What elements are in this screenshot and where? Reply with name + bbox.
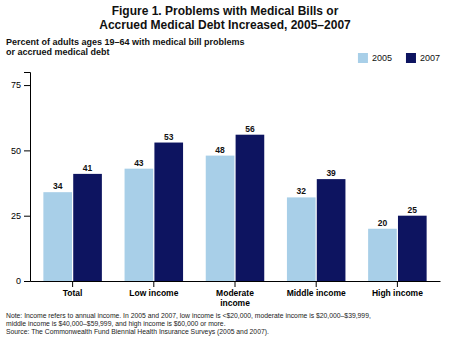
x-tick: High income <box>372 281 423 298</box>
x-tick: Total <box>63 281 83 298</box>
x-tick-mark <box>316 281 317 287</box>
legend-swatch <box>406 53 416 63</box>
data-label: 20 <box>378 218 388 228</box>
legend-label: 2007 <box>420 53 440 63</box>
text-line: Accrued Medical Debt Increased, 2005–200… <box>99 18 351 32</box>
text-line: Figure 1. Problems with Medical Bills or <box>112 4 339 18</box>
y-axis-label: Percent of adults ages 19–64 with medica… <box>6 37 245 57</box>
y-tick-label: 75 <box>11 80 21 90</box>
legend: 2005 2007 <box>358 53 440 63</box>
y-tick-mark <box>24 216 30 217</box>
annotation: Source: The Commonwealth Fund Biennial H… <box>6 328 269 336</box>
x-tick-label: Low income <box>129 288 178 298</box>
data-label: 53 <box>164 132 174 142</box>
bar <box>236 135 265 281</box>
y-axis-line <box>24 73 31 282</box>
series <box>43 156 396 281</box>
chart: Figure 1. Problems with Medical Bills or… <box>0 0 450 338</box>
y-tick-mark <box>24 150 30 151</box>
text-line: or accrued medical debt <box>6 47 110 57</box>
data-label: 56 <box>245 124 255 134</box>
data-label: 25 <box>408 205 418 215</box>
x-axis: Total Low income Moderateincome Middle inco… <box>31 281 441 308</box>
notes: Note: Income refers to annual income. In… <box>6 312 371 336</box>
x-tick-label: Middle income <box>287 288 346 298</box>
annotation: middle income is $40,000–$59,999, and hi… <box>6 320 226 328</box>
y-tick-label: 50 <box>11 146 21 156</box>
data-labels: 34 43 48 32 20 41 53 56 39 25 <box>53 124 417 228</box>
y-tick-label: 25 <box>11 211 21 221</box>
x-tick-mark <box>153 281 154 287</box>
text-line: High income <box>372 288 423 298</box>
x-tick-label: Total <box>63 288 83 298</box>
x-tick-label: Moderateincome <box>216 288 254 308</box>
data-label: 41 <box>83 163 93 173</box>
legend-label: 2005 <box>372 53 392 63</box>
y-tick: 75 <box>11 80 30 90</box>
data-label: 48 <box>215 145 225 155</box>
x-tick-mark <box>235 281 236 287</box>
bar <box>73 174 102 281</box>
text-line: Percent of adults ages 19–64 with medica… <box>6 37 245 47</box>
text-line: Middle income <box>287 288 346 298</box>
bar <box>154 143 183 281</box>
y-tick-label: 0 <box>16 276 21 286</box>
title: Figure 1. Problems with Medical Bills or… <box>99 4 351 32</box>
bar <box>287 197 316 281</box>
data-label: 39 <box>326 168 336 178</box>
bars <box>43 135 426 281</box>
data-label: 32 <box>297 186 307 196</box>
y-tick-mark <box>24 85 30 86</box>
y-tick-mark <box>24 281 30 282</box>
bar <box>317 179 346 281</box>
y-axis: 0 25 50 75 <box>11 73 31 287</box>
x-tick: Middle income <box>287 281 346 298</box>
x-tick: Low income <box>129 281 178 298</box>
text-line: Moderate <box>216 288 254 298</box>
y-tick: 25 <box>11 211 30 221</box>
annotation: Note: Income refers to annual income. In… <box>6 312 371 319</box>
data-label: 43 <box>134 158 144 168</box>
y-tick: 50 <box>11 146 30 156</box>
legend-item: 2007 <box>406 53 440 63</box>
bar <box>368 229 397 281</box>
bar <box>43 192 72 281</box>
text-line: Total <box>63 288 83 298</box>
y-tick: 0 <box>16 276 30 286</box>
bar <box>206 156 235 281</box>
x-tick: Moderateincome <box>216 281 254 308</box>
x-tick-label: High income <box>372 288 423 298</box>
x-tick-mark <box>72 281 73 287</box>
data-label: 34 <box>53 181 63 191</box>
text-line: Low income <box>129 288 178 298</box>
x-tick-mark <box>397 281 398 287</box>
text-line: income <box>220 298 250 308</box>
bar <box>398 216 427 281</box>
series <box>73 135 426 281</box>
bar <box>125 169 154 281</box>
legend-swatch <box>358 53 368 63</box>
legend-item: 2005 <box>358 53 392 63</box>
